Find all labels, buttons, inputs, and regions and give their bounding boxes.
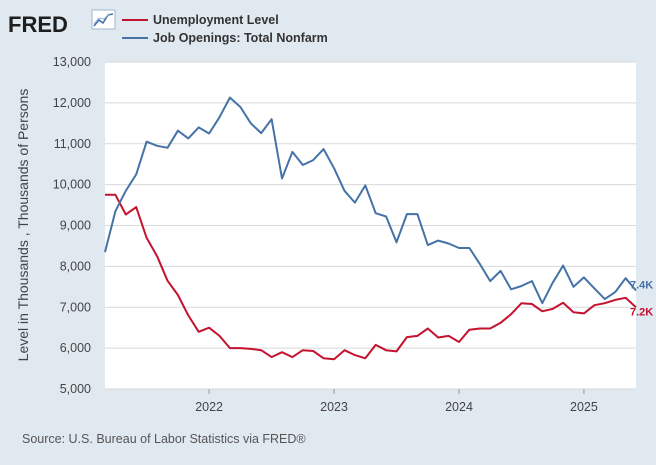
end-value-labels: 7.2K 7.4K: [630, 279, 653, 318]
y-tick-label: 9,000: [60, 219, 91, 233]
y-axis-label: Level in Thousands , Thousands of Person…: [15, 89, 31, 362]
y-tick-label: 8,000: [60, 259, 91, 273]
x-tick-label: 2023: [320, 400, 348, 414]
y-tick-label: 11,000: [54, 137, 91, 151]
fred-logo: FRED: [8, 12, 68, 37]
legend-label-unemployment: Unemployment Level: [153, 13, 279, 27]
y-tick-label: 6,000: [60, 341, 91, 355]
fred-trend-line-icon: [91, 9, 116, 30]
x-tick-label: 2024: [445, 400, 473, 414]
job-openings-line: [104, 96, 637, 305]
unemployment-level-line: [105, 193, 637, 361]
legend: Unemployment Level Job Openings: Total N…: [122, 13, 328, 45]
end-label-unemployment-level: 7.2K: [630, 306, 653, 318]
legend-label-job-openings: Job Openings: Total Nonfarm: [153, 31, 328, 45]
end-label-job-openings: 7.4K: [630, 279, 653, 291]
x-tick-label: 2022: [195, 400, 223, 414]
source-note: Source: U.S. Bureau of Labor Statistics …: [22, 432, 306, 446]
x-tick-label: 2025: [570, 400, 598, 414]
x-axis-tick-labels: 2022 2023 2024 2025: [195, 400, 598, 414]
gridlines: [105, 61, 636, 390]
y-axis-tick-labels: 5,000 6,000 7,000 8,000 9,000 10,000 11,000 12,…: [53, 55, 91, 396]
y-tick-label: 13,000: [53, 55, 91, 69]
y-tick-label: 12,000: [53, 96, 91, 110]
y-tick-label: 7,000: [60, 300, 91, 314]
y-tick-label: 10,000: [53, 178, 91, 192]
x-tick-marks: [208, 389, 585, 394]
y-tick-label: 5,000: [60, 382, 91, 396]
series-lines: [104, 96, 637, 361]
